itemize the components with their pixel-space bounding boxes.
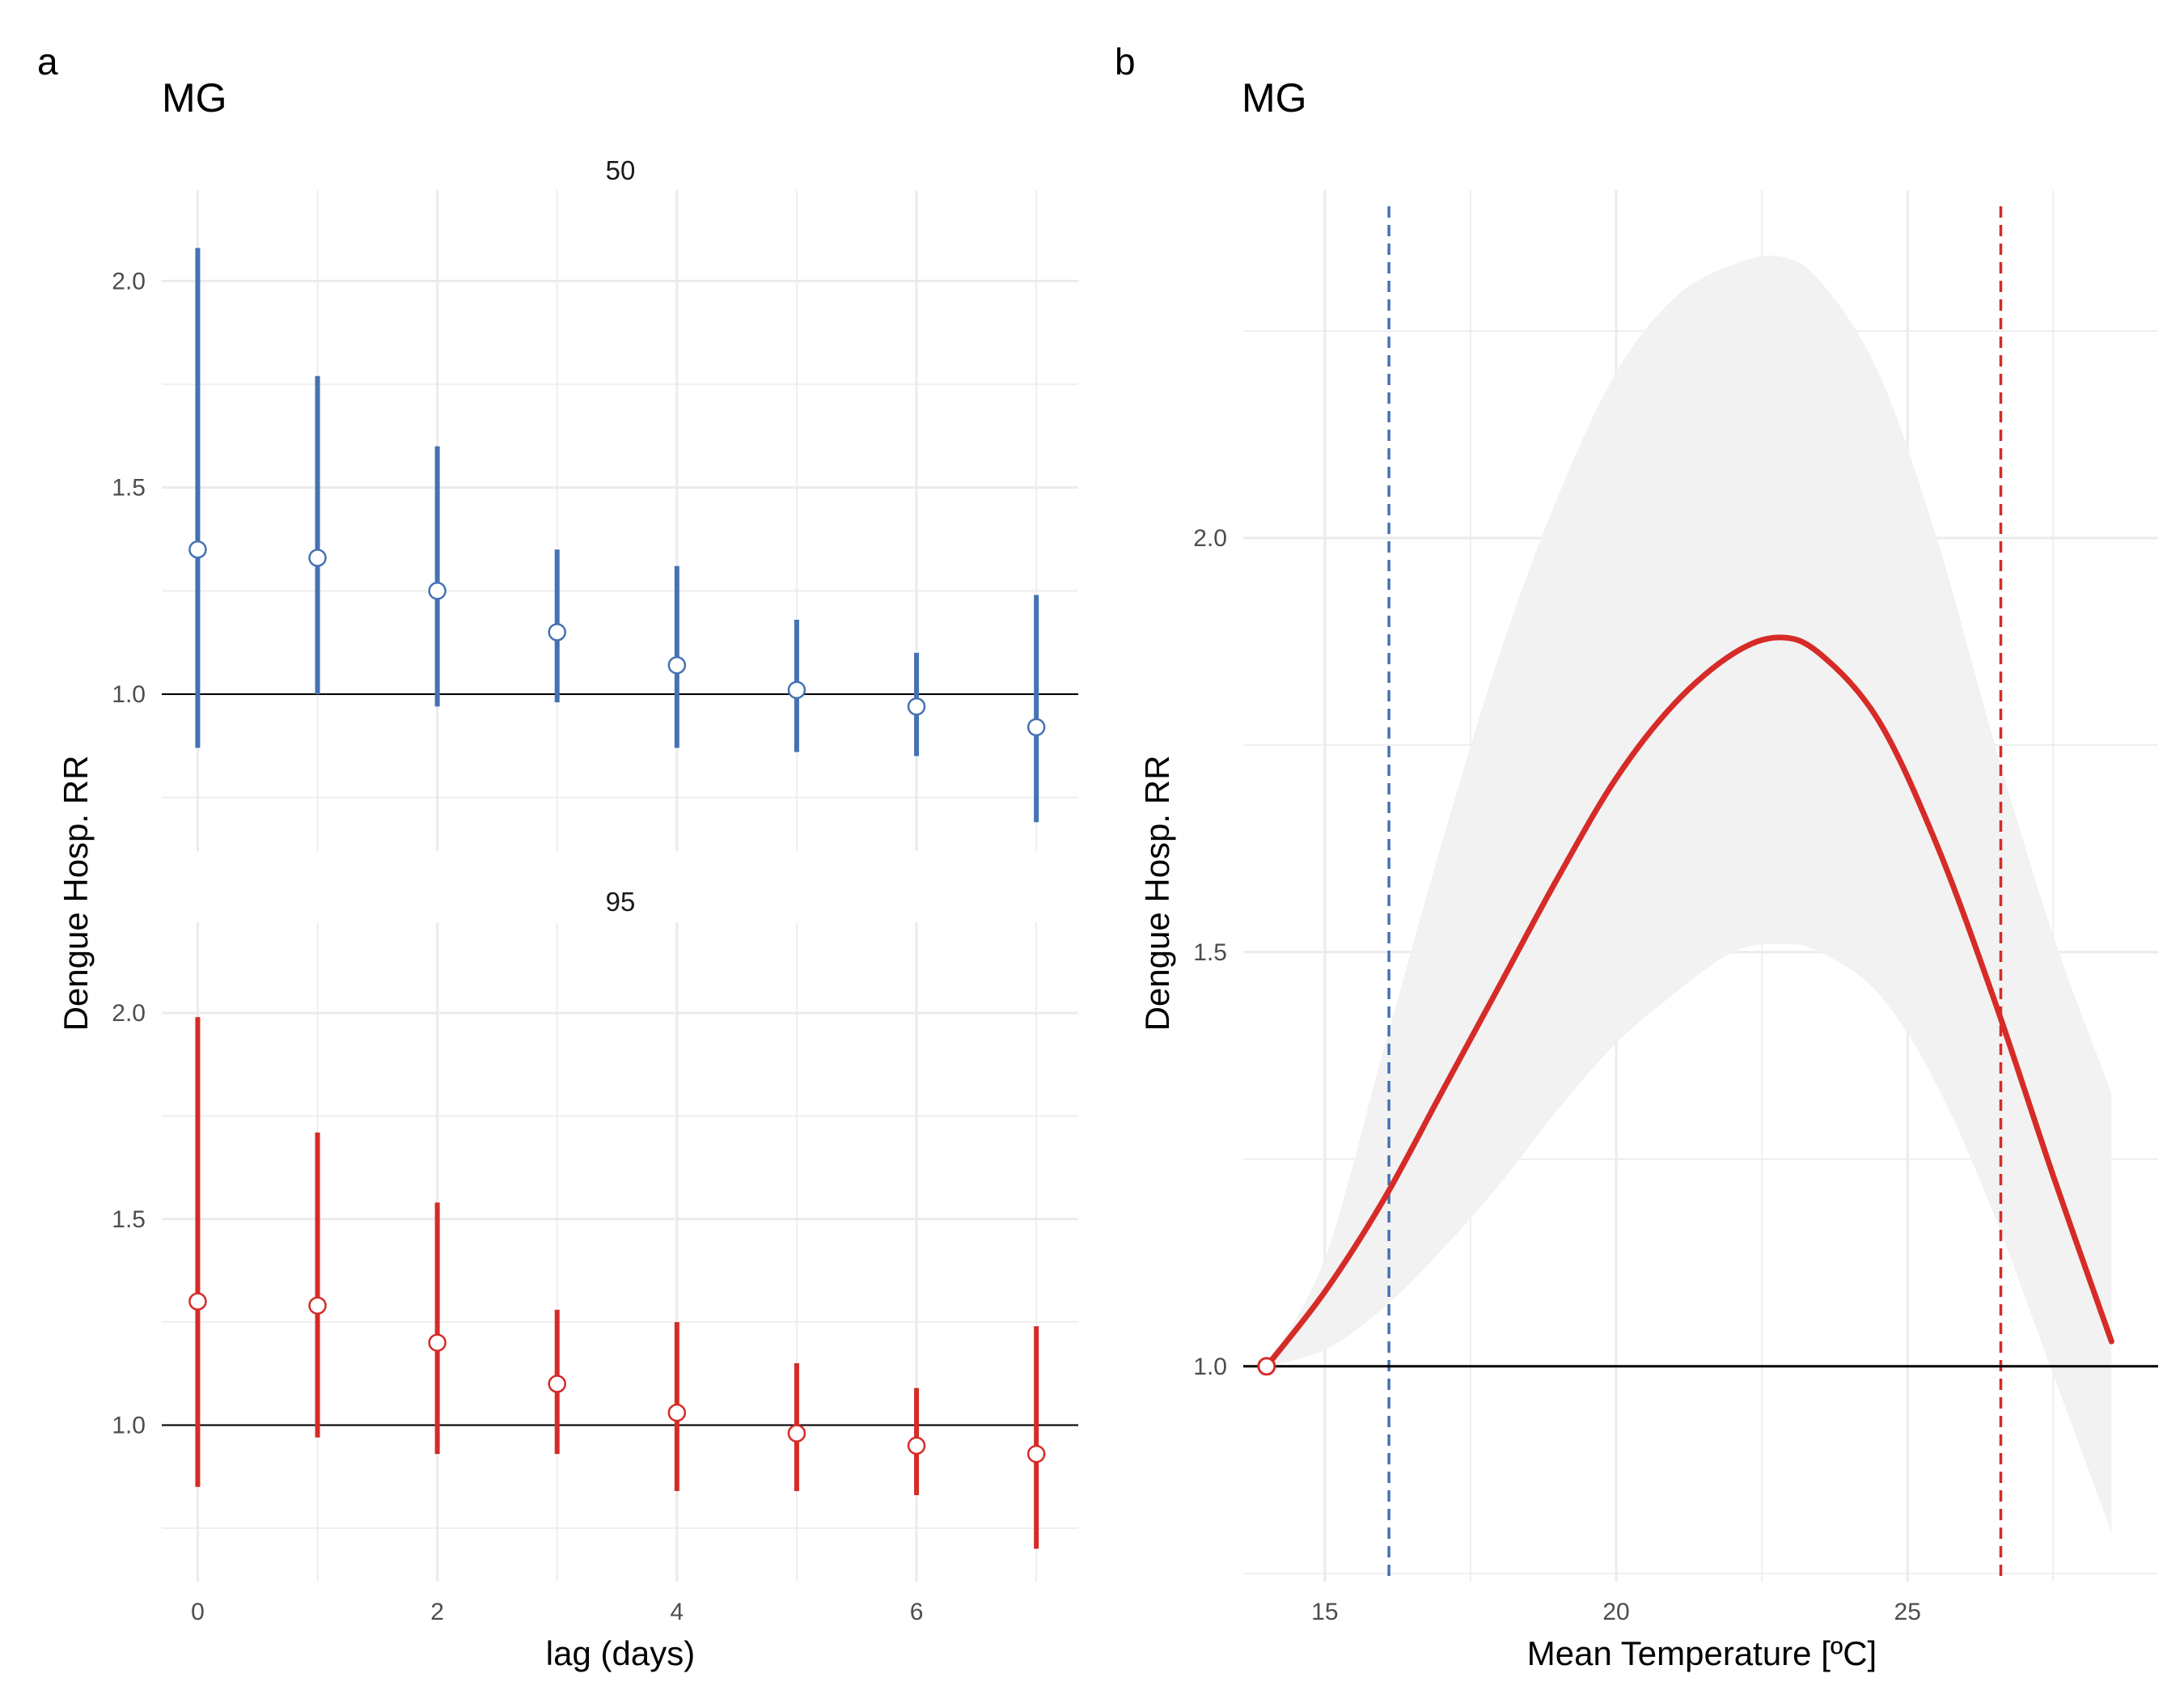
estimate-point	[907, 1436, 926, 1455]
panel-a-x-axis: 0 2 4 6	[191, 1599, 923, 1625]
estimate-point	[907, 697, 926, 716]
y-tick-label: 2.0	[1193, 525, 1227, 552]
panel-b-plot: 15 20 25 1.0 1.5 2.0	[1193, 190, 2158, 1625]
estimate-point	[787, 680, 806, 700]
y-tick-label: 2.0	[112, 268, 146, 294]
y-tick-label: 1.0	[1193, 1354, 1227, 1380]
facet-strip-95: 95	[606, 887, 636, 917]
panel-a-tag: a	[37, 40, 58, 83]
estimate-point	[1026, 1444, 1046, 1464]
facet-95-plot: 1.0 1.5 2.0	[112, 922, 1078, 1582]
estimate-point	[548, 1375, 566, 1393]
y-tick-label: 1.5	[1193, 939, 1227, 966]
estimate-point	[667, 655, 687, 675]
x-tick-label: 6	[910, 1599, 924, 1625]
x-tick-label: 25	[1894, 1599, 1921, 1625]
y-tick-label: 1.0	[112, 1412, 146, 1438]
panel-a: a MG 50 95 1.0 1.5 2.0 1.0 1.5 2.0 0 2 4 6 lag …	[37, 40, 1078, 1672]
y-tick-label: 2.0	[112, 1000, 146, 1027]
estimate-point	[188, 1292, 207, 1311]
panel-a-y-axis-title: Dengue Hosp. RR	[57, 756, 95, 1032]
y-tick-label: 1.0	[112, 681, 146, 708]
panel-a-title: MG	[162, 75, 227, 121]
x-tick-label: 15	[1311, 1599, 1338, 1625]
estimate-point	[667, 1403, 687, 1422]
panel-b-title: MG	[1242, 75, 1307, 121]
panel-b-y-axis-title: Dengue Hosp. RR	[1138, 756, 1176, 1032]
panel-a-x-axis-title: lag (days)	[546, 1634, 695, 1672]
estimate-point	[1026, 718, 1046, 737]
facet-50-plot: 1.0 1.5 2.0	[112, 190, 1078, 851]
x-tick-label: 4	[671, 1599, 684, 1625]
confidence-ribbon	[1266, 255, 2112, 1532]
estimate-point	[428, 582, 447, 600]
rr-curve	[1263, 634, 2114, 1370]
estimate-point	[308, 549, 327, 567]
estimate-point	[787, 1424, 806, 1443]
y-tick-label: 1.5	[112, 1206, 146, 1233]
x-tick-label: 2	[430, 1599, 444, 1625]
y-tick-label: 1.5	[112, 475, 146, 502]
estimate-point	[308, 1296, 327, 1315]
x-tick-label: 0	[191, 1599, 205, 1625]
estimate-point	[188, 540, 207, 559]
panel-b: b MG 15 20 25 1.0 1.5 2.0 Mean Temperature [º…	[1115, 40, 2158, 1672]
estimate-point	[548, 623, 566, 642]
x-tick-label: 20	[1602, 1599, 1629, 1625]
panel-b-x-axis-title: Mean Temperature [ºC]	[1527, 1634, 1877, 1672]
facet-strip-50: 50	[606, 155, 636, 185]
reference-point	[1257, 1357, 1276, 1376]
estimate-point	[428, 1333, 447, 1352]
panel-b-tag: b	[1115, 40, 1136, 83]
